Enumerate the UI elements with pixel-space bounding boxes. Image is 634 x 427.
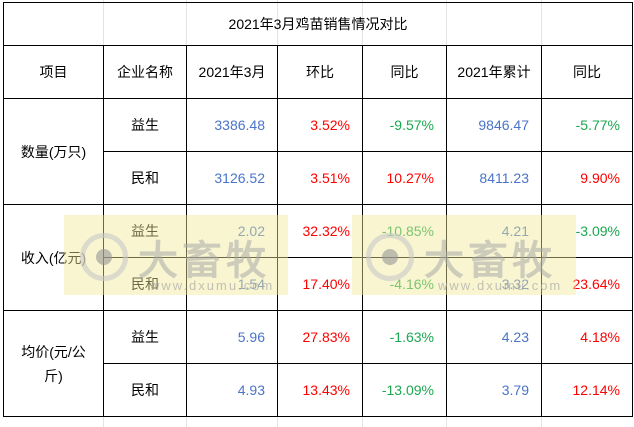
table-row: 收入(亿元) 益生 2.02 32.32% -10.85% 4.21 -3.09… xyxy=(3,204,633,311)
ytd-yoy-value: 23.64% xyxy=(541,257,633,311)
header-ytd: 2021年累计 xyxy=(446,45,542,99)
yoy-value: 10.27% xyxy=(362,151,447,205)
company-cell: 民和 xyxy=(103,151,187,205)
mom-value: 3.51% xyxy=(277,151,363,205)
mom-value: 3.52% xyxy=(277,98,363,152)
ytd-yoy-value: 9.90% xyxy=(541,151,633,205)
ytd-value: 8411.23 xyxy=(446,151,542,205)
ytd-value: 4.21 xyxy=(446,204,542,258)
company-cell: 益生 xyxy=(103,310,187,364)
yoy-value: -4.16% xyxy=(362,257,447,311)
company-cell: 民和 xyxy=(103,257,187,311)
ytd-value: 4.23 xyxy=(446,310,542,364)
header-ytd-yoy: 同比 xyxy=(541,45,633,99)
table-row: 民和 3126.52 3.51% 10.27% 8411.23 9.90% xyxy=(4,151,633,205)
mom-value: 27.83% xyxy=(277,310,363,364)
yoy-value: -10.85% xyxy=(362,204,447,258)
category-cell: 收入(亿元) xyxy=(3,204,104,311)
mom-value: 32.32% xyxy=(277,204,363,258)
header-row: 项目 企业名称 2021年3月 环比 同比 2021年累计 同比 xyxy=(3,45,633,99)
table-title: 2021年3月鸡苗销售情况对比 xyxy=(3,2,633,46)
company-cell: 民和 xyxy=(103,363,187,417)
category-cell: 数量(万只) xyxy=(3,98,104,205)
mom-value: 17.40% xyxy=(277,257,363,311)
header-item: 项目 xyxy=(3,45,104,99)
ytd-yoy-value: 4.18% xyxy=(541,310,633,364)
table-row: 数量(万只) 益生 3386.48 3.52% -9.57% 9846.47 -… xyxy=(3,98,633,205)
ytd-value: 3.32 xyxy=(446,257,542,311)
company-cell: 益生 xyxy=(103,98,187,152)
table-row: 均价(元/公斤) 益生 5.96 27.83% -1.63% 4.23 4.18… xyxy=(3,310,633,417)
march-value: 5.96 xyxy=(186,310,278,364)
march-value: 1.54 xyxy=(186,257,278,311)
ytd-yoy-value: -3.09% xyxy=(541,204,633,258)
header-yoy: 同比 xyxy=(362,45,447,99)
sales-comparison-table: 2021年3月鸡苗销售情况对比 项目 企业名称 2021年3月 环比 同比 20… xyxy=(3,2,633,417)
category-cell: 均价(元/公斤) xyxy=(3,310,104,417)
header-mom: 环比 xyxy=(277,45,363,99)
ytd-yoy-value: -5.77% xyxy=(541,98,633,152)
ytd-yoy-value: 12.14% xyxy=(541,363,633,417)
header-company: 企业名称 xyxy=(103,45,187,99)
ytd-value: 3.79 xyxy=(446,363,542,417)
company-cell: 益生 xyxy=(103,204,187,258)
ytd-value: 9846.47 xyxy=(446,98,542,152)
mom-value: 13.43% xyxy=(277,363,363,417)
yoy-value: -13.09% xyxy=(362,363,447,417)
header-march: 2021年3月 xyxy=(186,45,278,99)
yoy-value: -1.63% xyxy=(362,310,447,364)
table-row: 民和 4.93 13.43% -13.09% 3.79 12.14% xyxy=(4,363,633,417)
march-value: 2.02 xyxy=(186,204,278,258)
yoy-value: -9.57% xyxy=(362,98,447,152)
march-value: 3386.48 xyxy=(186,98,278,152)
march-value: 4.93 xyxy=(186,363,278,417)
march-value: 3126.52 xyxy=(186,151,278,205)
